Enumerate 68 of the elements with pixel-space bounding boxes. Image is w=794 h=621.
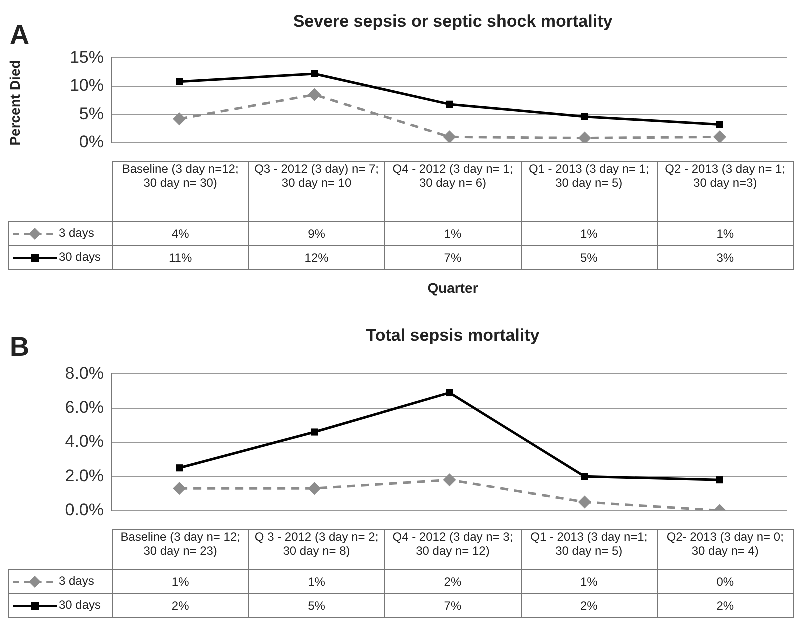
y-tick-label: 2.0%: [65, 466, 104, 486]
data-label: 11%: [112, 246, 249, 270]
data-label: 1%: [521, 570, 658, 594]
y-tick-label: 0.0%: [65, 500, 104, 520]
x-tick-label: Q 3 - 2012 (3 day n= 2; 30 day n= 8): [248, 530, 385, 570]
data-label: 1%: [384, 222, 522, 246]
point: [443, 130, 456, 143]
point: [173, 112, 186, 126]
data-label: 2%: [112, 594, 249, 618]
data-label: 2%: [657, 594, 794, 618]
x-tick-label: Q2 - 2013 (3 day n= 1; 30 day n=3): [657, 162, 794, 222]
data-label: 7%: [384, 594, 522, 618]
point: [578, 496, 592, 509]
data-label: 0%: [657, 570, 794, 594]
point: [311, 70, 318, 78]
data-label: 12%: [248, 246, 385, 270]
y-tick-label: 5%: [79, 104, 104, 124]
legend-label: 30 days: [59, 250, 102, 264]
x-tick-label: Q2- 2013 (3 day n= 0; 30 day n= 4): [657, 530, 794, 570]
point: [716, 476, 724, 484]
data-label: 1%: [112, 570, 249, 594]
point: [173, 482, 186, 496]
y-tick-label: 0%: [79, 132, 104, 152]
chart-title: Total sepsis mortality: [365, 326, 541, 346]
legend-label: 3 days: [59, 226, 94, 240]
data-label: 2%: [384, 570, 522, 594]
x-tick-label: Baseline (3 day n= 12; 30 day n= 23): [112, 530, 249, 570]
data-label: 1%: [657, 222, 794, 246]
y-tick-label: 8.0%: [65, 364, 104, 383]
y-axis-title: Percent Died: [6, 60, 23, 146]
point: [176, 464, 184, 472]
data-label: 9%: [248, 222, 385, 246]
x-axis-title: Quarter: [426, 280, 480, 296]
data-label: 3%: [657, 246, 794, 270]
point: [311, 428, 318, 436]
point: [581, 473, 588, 480]
data-label: 5%: [521, 246, 658, 270]
point: [308, 88, 322, 102]
data-label: 4%: [112, 222, 249, 246]
point: [443, 474, 456, 487]
point: [716, 121, 724, 128]
point: [713, 130, 726, 143]
x-tick-label: Baseline (3 day n=12; 30 day n= 30): [112, 162, 249, 222]
y-tick-label: 4.0%: [65, 432, 104, 452]
text: B: [10, 332, 30, 363]
x-tick-label: Q1 - 2013 (3 day n= 1; 30 day n= 5): [521, 162, 658, 222]
data-label: 1%: [248, 570, 385, 594]
data-label: 5%: [248, 594, 385, 618]
point: [581, 113, 588, 120]
legend-label: 3 days: [59, 574, 94, 588]
point: [176, 78, 184, 86]
chart-title: Severe sepsis or septic shock mortality: [292, 12, 614, 32]
x-tick-label: Q4 - 2012 (3 day n= 3; 30 day n= 12): [384, 530, 522, 570]
x-tick-label: Q3 - 2012 (3 day) n= 7; 30 day n= 10: [248, 162, 385, 222]
data-label: 2%: [521, 594, 658, 618]
y-tick-label: 15%: [70, 48, 104, 67]
point: [446, 389, 454, 397]
legend-label: 30 days: [59, 598, 102, 612]
data-label: 7%: [384, 246, 522, 270]
point: [446, 100, 454, 108]
text: A: [10, 20, 30, 51]
x-tick-label: Q4 - 2012 (3 day n= 1; 30 day n= 6): [384, 162, 522, 222]
data-label: 1%: [521, 222, 658, 246]
y-tick-label: 6.0%: [65, 398, 104, 418]
point: [308, 482, 322, 496]
x-tick-label: Q1 - 2013 (3 day n=1; 30 day n= 5): [521, 530, 658, 570]
y-tick-label: 10%: [70, 76, 104, 96]
point: [578, 132, 592, 143]
